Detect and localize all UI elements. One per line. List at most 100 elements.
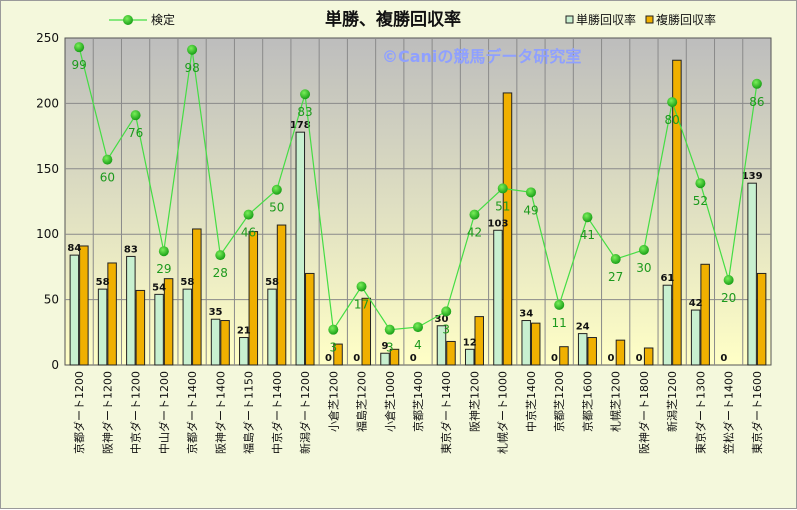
legend-bar2-swatch	[645, 15, 654, 24]
x-tick-label: 小倉芝1200	[326, 371, 340, 432]
bar-data-label: 61	[660, 273, 674, 284]
legend-bar2-label: 複勝回収率	[656, 12, 716, 27]
bar-tansho	[126, 255, 136, 366]
bar-fukusho	[446, 340, 456, 366]
x-tick-label: 阪神ダート1400	[213, 371, 227, 454]
legend-line: 検定	[109, 12, 175, 27]
x-tick-label: 東京ダート1600	[750, 371, 764, 454]
bar-fukusho	[333, 343, 343, 366]
line-marker	[215, 250, 226, 261]
line-marker	[469, 209, 480, 220]
bar-tansho	[493, 229, 503, 366]
bar-tansho	[662, 284, 673, 366]
bar-fukusho	[643, 347, 654, 366]
bar-data-label: 58	[180, 277, 194, 288]
x-tick-label: 福島芝1200	[355, 371, 369, 432]
x-tick-label: 新潟芝1200	[665, 371, 679, 432]
bar-data-label: 21	[237, 326, 251, 337]
line-data-label: 52	[693, 194, 708, 208]
line-data-label: 49	[523, 203, 538, 217]
line-data-label: 20	[721, 291, 736, 305]
legend-bar1-label: 単勝回収率	[576, 12, 636, 27]
bar-fukusho	[756, 272, 767, 366]
bar-fukusho	[502, 92, 513, 366]
y-tick-label: 250	[36, 31, 59, 45]
x-tick-label: 福島ダート1150	[242, 371, 256, 454]
chart-title: 単勝、複勝回収率	[325, 9, 461, 30]
bar-data-label: 0	[720, 353, 727, 364]
line-marker	[102, 154, 113, 165]
line-marker	[638, 244, 649, 255]
x-tick-label: 新潟ダート1200	[298, 371, 312, 454]
bar-data-label: 0	[353, 353, 360, 364]
line-data-label: 60	[100, 171, 115, 185]
x-tick-label: 阪神芝1200	[467, 371, 481, 432]
line-data-label: 76	[128, 126, 143, 140]
line-data-label: 3	[386, 341, 394, 355]
line-marker	[356, 281, 367, 292]
line-marker	[723, 274, 734, 285]
line-marker	[328, 324, 339, 335]
x-tick-label: 東京ダート1400	[439, 371, 453, 454]
bar-data-label: 0	[551, 353, 558, 364]
bar-tansho	[464, 348, 475, 366]
bar-tansho	[436, 325, 447, 366]
bar-fukusho	[474, 316, 484, 366]
legend-bar1: 単勝回収率	[565, 12, 636, 27]
y-tick-label: 100	[36, 227, 59, 241]
x-tick-label: 東京ダート1300	[693, 371, 707, 454]
x-tick-label: 中京ダート1200	[129, 371, 143, 454]
y-axis: 0 50 100 150 200 250	[36, 31, 59, 372]
line-marker	[554, 299, 565, 310]
y-tick-label: 200	[36, 96, 59, 110]
x-tick-label: 阪神ダート1800	[637, 371, 651, 454]
bar-fukusho	[361, 297, 372, 366]
bar-data-label: 0	[325, 353, 332, 364]
line-marker	[130, 110, 141, 121]
line-marker	[271, 184, 282, 195]
line-data-label: 29	[156, 262, 171, 276]
line-marker	[525, 187, 536, 198]
bar-tansho	[380, 352, 390, 366]
line-data-label: 86	[749, 95, 764, 109]
line-data-label: 3	[329, 341, 337, 355]
legend-line-label: 検定	[151, 12, 175, 27]
bar-fukusho	[530, 322, 541, 366]
x-tick-label: 中山ダート1200	[157, 371, 171, 454]
line-marker	[441, 306, 452, 317]
bar-tansho	[154, 293, 164, 366]
line-data-label: 50	[269, 201, 284, 215]
line-marker	[751, 78, 762, 89]
bar-fukusho	[615, 339, 626, 366]
bar-fukusho	[559, 346, 569, 366]
bar-data-label: 0	[410, 353, 417, 364]
y-tick-label: 150	[36, 162, 59, 176]
legend-line-marker	[123, 15, 133, 25]
bar-tansho	[239, 337, 249, 366]
watermark: ©Caniの競馬データ研究室	[382, 47, 581, 66]
bar-fukusho	[107, 262, 117, 366]
line-marker	[667, 97, 678, 108]
bar-tansho	[267, 288, 277, 366]
bar-fukusho	[587, 337, 597, 366]
line-data-label: 17	[354, 298, 369, 312]
x-tick-label: 中京ダート1400	[270, 371, 284, 454]
bar-tansho	[97, 288, 108, 366]
line-data-label: 28	[213, 266, 228, 280]
bar-fukusho	[192, 228, 202, 366]
x-tick-label: 小倉芝1000	[383, 371, 397, 432]
x-tick-label: 笠松ダート1400	[722, 371, 736, 454]
line-data-label: 30	[636, 261, 651, 275]
bar-data-label: 84	[67, 243, 81, 254]
line-marker	[243, 209, 254, 220]
bar-tansho	[69, 254, 80, 366]
x-tick-label: 京都芝1200	[552, 371, 566, 432]
bar-data-label: 34	[519, 309, 533, 320]
y-tick-label: 0	[51, 358, 59, 372]
bar-data-label: 178	[290, 120, 311, 131]
bar-fukusho	[220, 320, 230, 366]
bar-tansho	[521, 320, 531, 366]
bar-data-label: 30	[435, 314, 449, 325]
bar-fukusho	[700, 263, 710, 366]
x-tick-label: 札幌芝1200	[609, 371, 623, 432]
